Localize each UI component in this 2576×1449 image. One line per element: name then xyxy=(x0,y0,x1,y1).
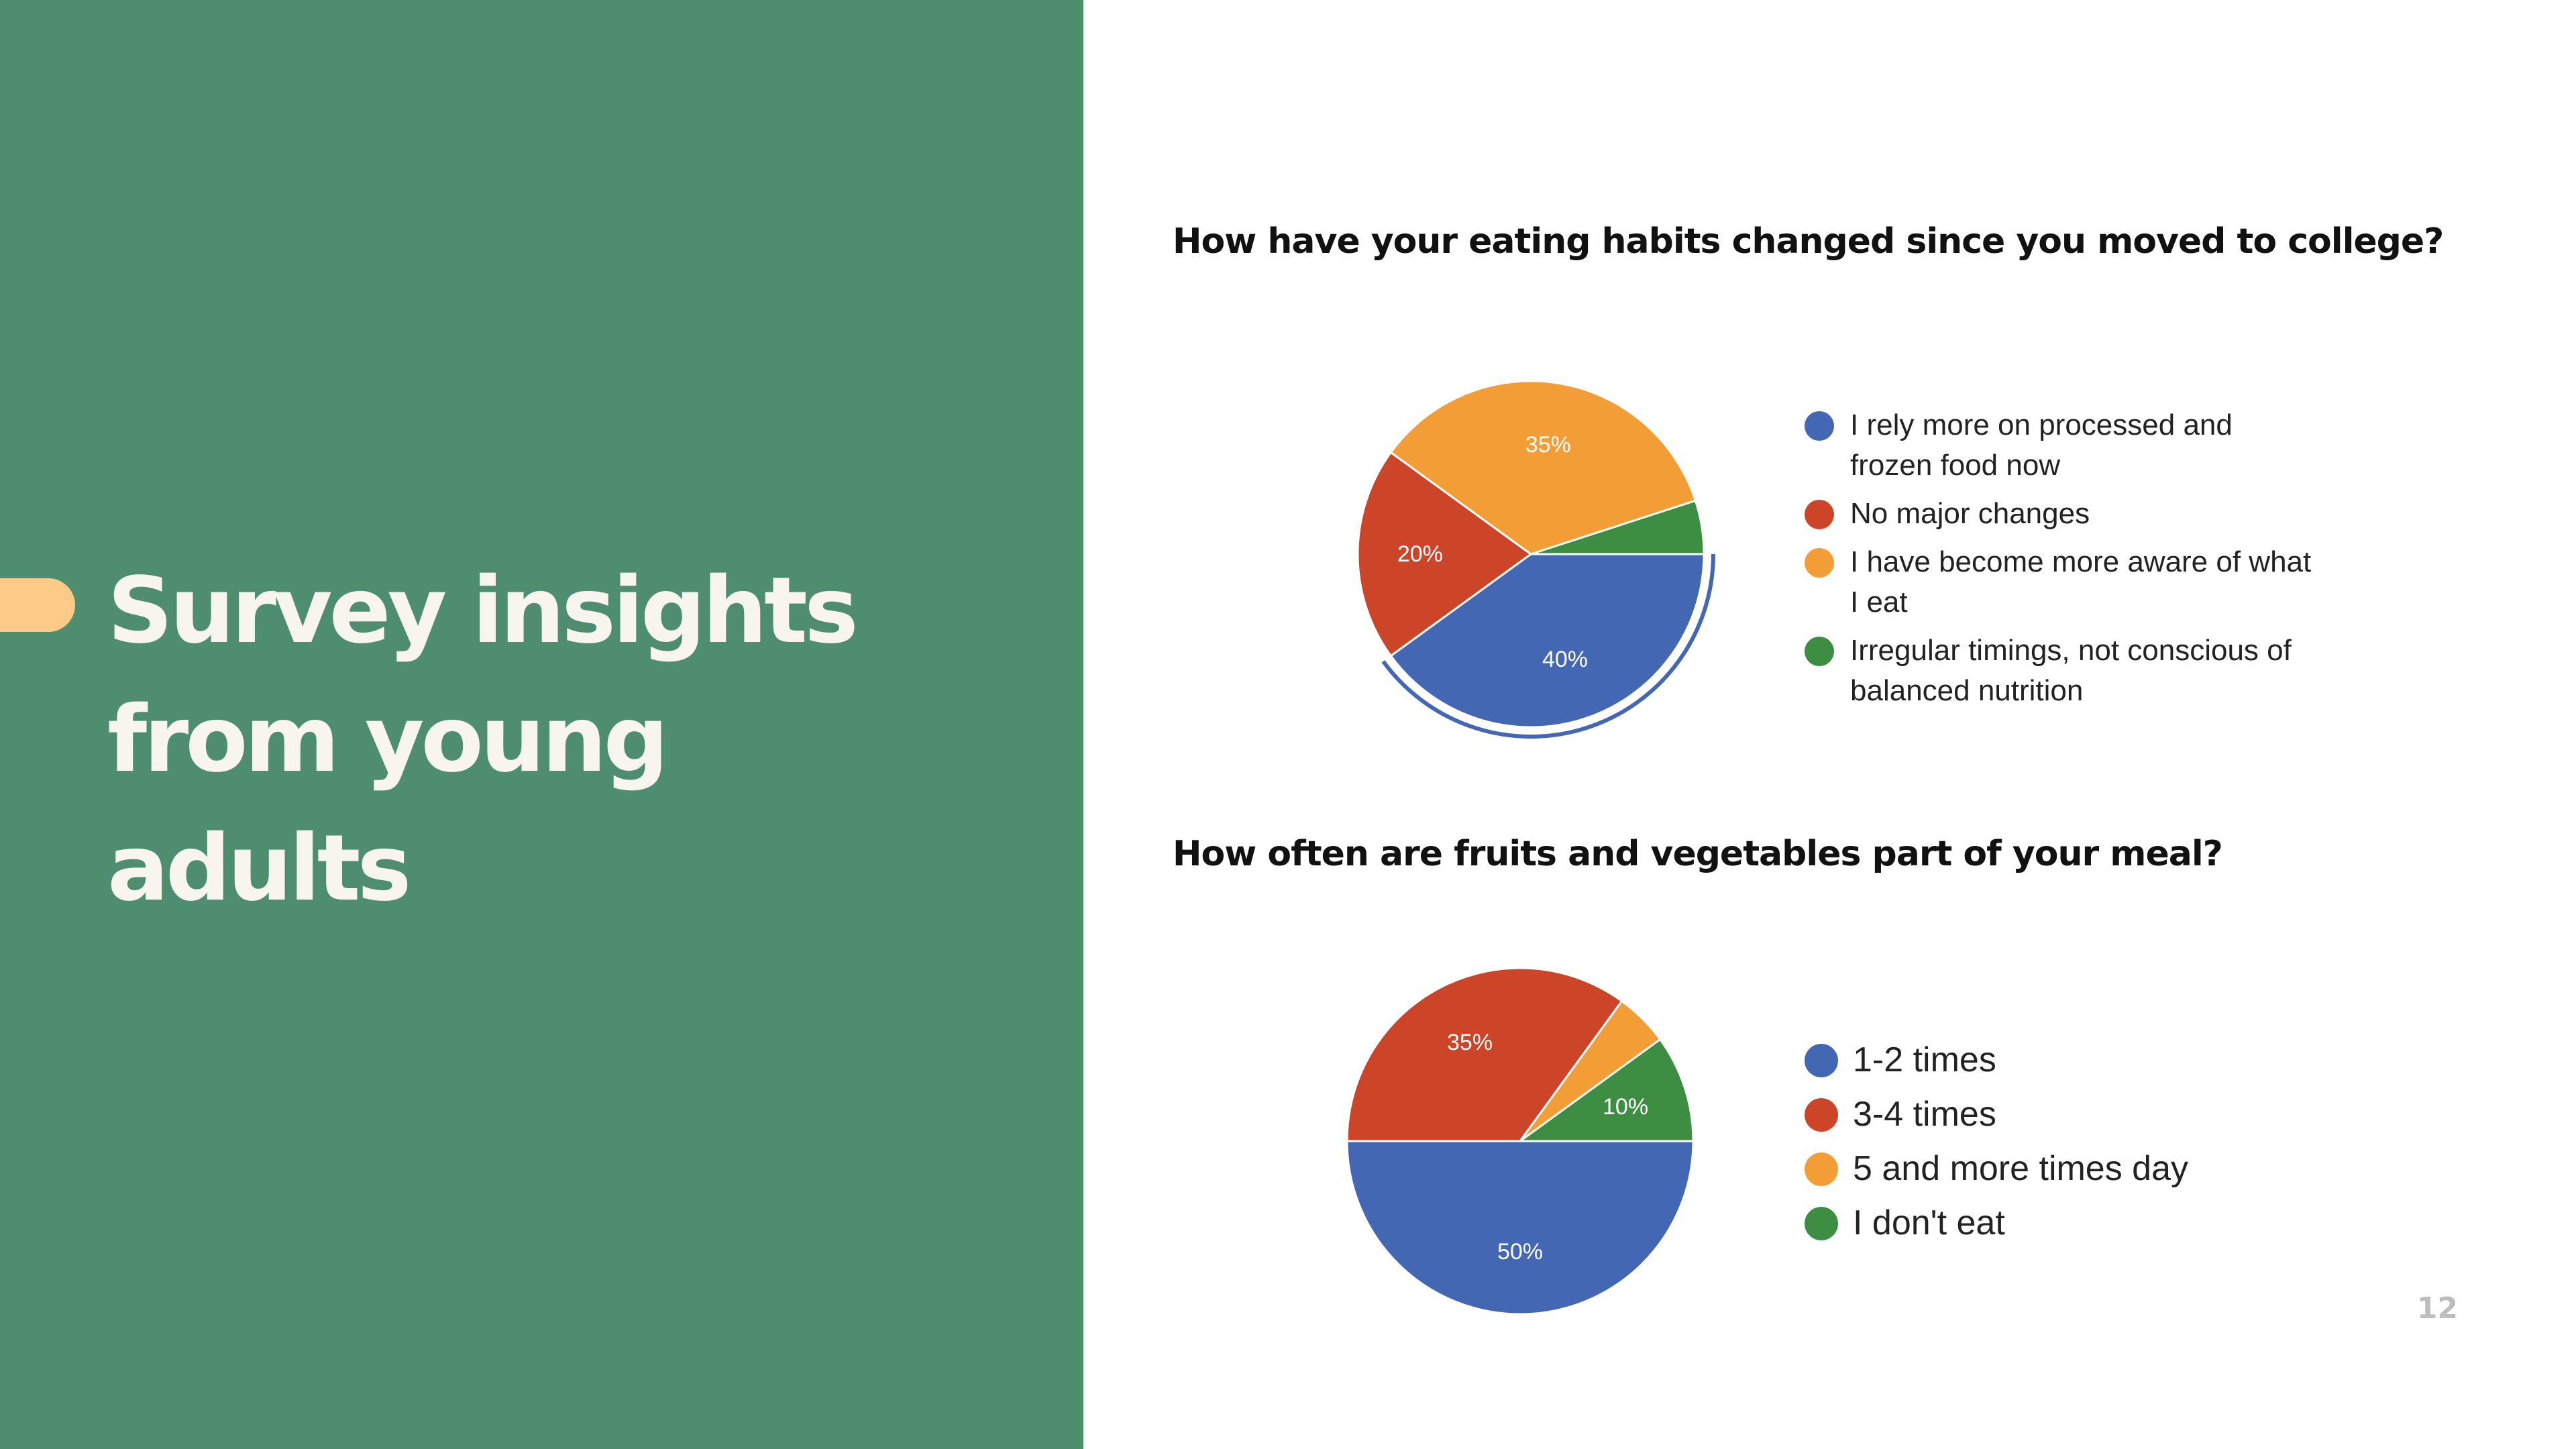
chart-1-slice-2 xyxy=(1356,451,1533,657)
chart-1-legend-label-1: I rely more on processed and frozen food… xyxy=(1850,409,2233,482)
chart-2-legend-label-4: I don't eat xyxy=(1853,1203,2005,1242)
chart-1-legend-label-3: I have become more aware of what I eat xyxy=(1850,545,2312,619)
chart-2-legend-label-2: 3-4 times xyxy=(1853,1095,1996,1134)
chart-2-legend-item-1: 1-2 times xyxy=(1805,1040,2314,1080)
chart-2-legend-item-2: 3-4 times xyxy=(1805,1094,2314,1134)
chart-2-slice-4 xyxy=(1517,1038,1695,1142)
chart-1-legend-swatch-2 xyxy=(1805,500,1834,529)
chart-2-legend-item-3: 5 and more times day xyxy=(1805,1148,2314,1189)
chart-1-slice-3 xyxy=(1389,380,1697,555)
chart-1-legend-item-3: I have become more aware of what I eat xyxy=(1805,542,2314,623)
chart-1-legend-label-4: Irregular timings, not conscious of bala… xyxy=(1850,634,2292,707)
chart-1-legend-swatch-3 xyxy=(1805,548,1834,578)
chart-1-slice-1-highlight xyxy=(1381,553,1715,739)
chart-2-legend-label-3: 5 and more times day xyxy=(1853,1149,2189,1188)
chart-1-legend-swatch-1 xyxy=(1805,411,1834,441)
chart-2-slice-2 xyxy=(1346,967,1623,1142)
page-number: 12 xyxy=(2416,1291,2458,1326)
chart-2-legend: 1-2 times 3-4 times 5 and more times day I … xyxy=(1805,1040,2314,1257)
chart-2-legend-swatch-2 xyxy=(1805,1098,1838,1132)
chart-2-legend-item-4: I don't eat xyxy=(1805,1203,2314,1243)
chart-1-slice-1 xyxy=(1389,553,1705,729)
chart-2-slice-label-4: 10% xyxy=(1603,1094,1648,1120)
chart-2-slice-1 xyxy=(1346,1140,1695,1316)
title-panel: Survey insights from young adults xyxy=(0,0,1083,1449)
chart-1-legend-label-2: No major changes xyxy=(1850,497,2090,530)
chart-1-legend-item-4: Irregular timings, not conscious of bala… xyxy=(1805,631,2314,711)
chart-2-title: How often are fruits and vegetables part… xyxy=(1173,834,2223,874)
chart-2-legend-swatch-1 xyxy=(1805,1044,1838,1077)
chart-1-pie: 40% 20% 35% xyxy=(1356,380,1715,739)
chart-2-slice-label-2: 35% xyxy=(1447,1030,1493,1055)
chart-2-slice-label-1: 50% xyxy=(1497,1239,1543,1265)
chart-1-legend: I rely more on processed and frozen food… xyxy=(1805,405,2314,719)
chart-1-slice-4 xyxy=(1530,499,1705,555)
chart-1-legend-item-2: No major changes xyxy=(1805,494,2314,534)
chart-2-legend-swatch-4 xyxy=(1805,1207,1838,1240)
chart-2-pie: 50% 35% 10% xyxy=(1346,967,1695,1316)
chart-1-slice-label-3: 35% xyxy=(1525,432,1571,458)
accent-pill xyxy=(0,578,75,632)
chart-2-legend-swatch-3 xyxy=(1805,1152,1838,1186)
chart-1-slice-label-2: 20% xyxy=(1397,541,1443,567)
chart-1-legend-swatch-4 xyxy=(1805,637,1834,666)
chart-1-slice-label-1: 40% xyxy=(1542,647,1588,672)
chart-2-legend-label-1: 1-2 times xyxy=(1853,1040,1996,1079)
chart-1-legend-item-1: I rely more on processed and frozen food… xyxy=(1805,405,2314,486)
chart-1-title: How have your eating habits changed sinc… xyxy=(1173,221,2444,262)
slide-title: Survey insights from young adults xyxy=(107,558,859,922)
